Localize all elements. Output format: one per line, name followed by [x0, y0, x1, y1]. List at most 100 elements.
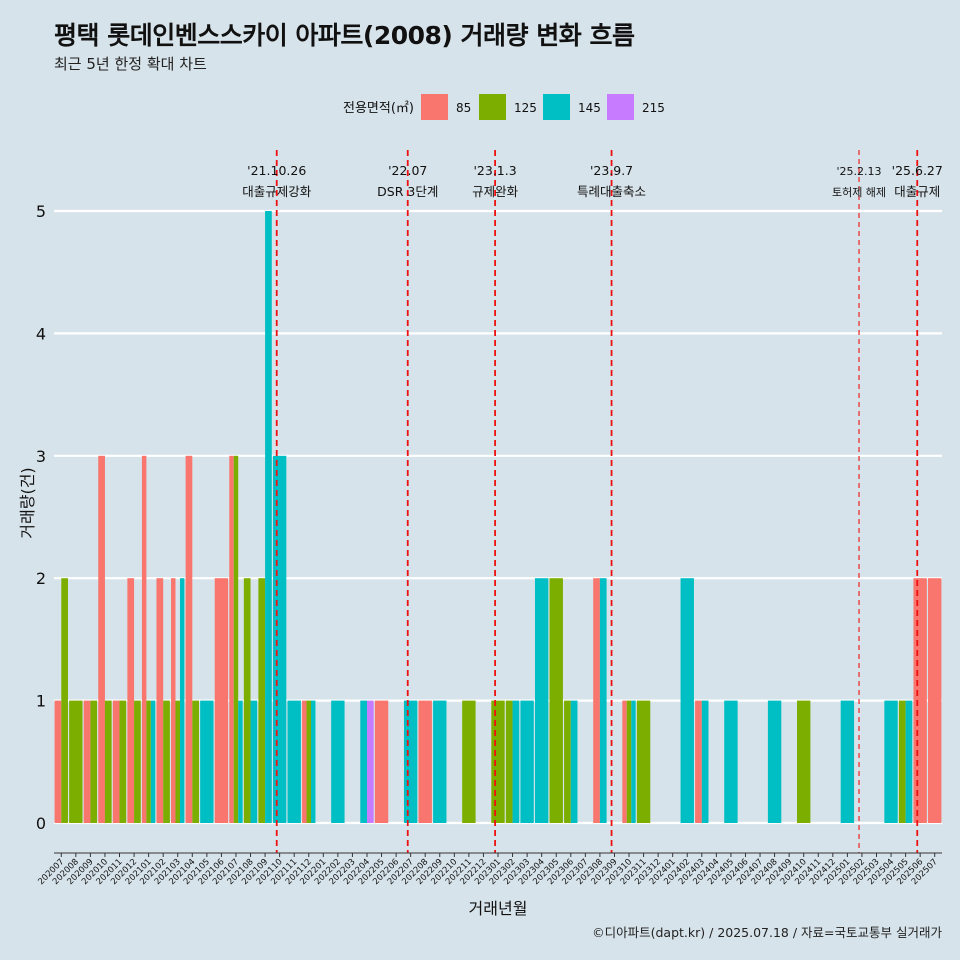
bar-145-202204 [360, 700, 367, 823]
bar-125-202310 [626, 700, 632, 823]
bar-125-202107 [233, 455, 239, 823]
chart-subtitle: 최근 5년 한정 확대 차트 [54, 55, 207, 73]
bar-125-202305 [549, 578, 563, 823]
bar-145-202111 [287, 700, 301, 823]
x-axis-title: 거래년월 [469, 899, 528, 918]
bar-215-202204 [366, 700, 374, 823]
event-text-label: 토허제 해제 [832, 185, 886, 199]
bar-85-202101 [141, 455, 147, 823]
bar-125-202301 [491, 700, 505, 823]
bar-125-202007 [61, 578, 68, 823]
bar-125-202306 [564, 700, 571, 823]
y-axis-title: 거래량(건) [18, 467, 37, 538]
bar-145-202108 [250, 700, 258, 823]
event-date-label: '25.2.13 [837, 165, 882, 178]
bar-85-202102 [156, 578, 164, 823]
legend-label-145: 145 [578, 101, 601, 115]
bar-85-202310 [622, 700, 627, 823]
legend-swatch-145 [543, 94, 570, 120]
bar-145-202207 [403, 700, 418, 823]
bar-145-202405 [724, 700, 738, 823]
bar-125-202102 [163, 700, 170, 823]
source-caption: ©디아파트(dapt.kr) / 2025.07.18 / 자료=국토교통부 실… [592, 925, 942, 940]
bar-85-202506 [913, 578, 927, 823]
y-tick-label: 3 [36, 447, 46, 466]
bar-125-202211 [462, 700, 476, 823]
bar-85-202106 [214, 578, 229, 823]
bar-125-202104 [192, 700, 199, 823]
event-text-label: DSR 3단계 [377, 184, 438, 199]
bar-125-202410 [797, 700, 811, 823]
bar-145-202304 [534, 578, 549, 823]
legend-label-215: 215 [642, 101, 665, 115]
bar-145-202402 [680, 578, 694, 823]
legend-label-125: 125 [514, 101, 537, 115]
bar-145-202101 [150, 700, 156, 823]
legend-label-85: 85 [456, 101, 471, 115]
bar-125-202112 [306, 700, 311, 823]
bar-125-202505 [898, 700, 906, 823]
y-tick-label: 5 [36, 202, 46, 221]
bar-145-202103 [179, 578, 185, 823]
bar-125-202311 [636, 700, 651, 823]
legend-swatch-125 [479, 94, 506, 120]
y-tick-label: 2 [36, 569, 46, 588]
y-tick-label: 0 [36, 814, 46, 833]
bar-125-202109 [258, 578, 266, 823]
bar-85-202104 [185, 455, 193, 823]
legend: 전용면적(㎡) 85 125 145 215 [343, 94, 665, 120]
bar-85-202507 [928, 578, 942, 823]
bar-125-202012 [134, 700, 141, 823]
bar-145-202107 [238, 700, 243, 823]
bar-145-202504 [884, 700, 898, 823]
bar-85-202107 [229, 455, 234, 823]
bar-85-202103 [171, 578, 176, 823]
bar-125-202011 [119, 700, 127, 823]
bar-85-202011 [112, 700, 120, 823]
bar-125-202108 [243, 578, 251, 823]
bar-145-202501 [840, 700, 855, 823]
bar-145-202306 [570, 700, 578, 823]
y-tick-label: 4 [36, 324, 46, 343]
bar-125-202101 [146, 700, 151, 823]
bar-85-202012 [127, 578, 135, 823]
bar-145-202310 [631, 700, 636, 823]
bar-125-202008 [69, 700, 83, 823]
bar-145-202112 [310, 700, 316, 823]
bar-85-202308 [593, 578, 600, 823]
bars [54, 211, 942, 823]
bar-145-202209 [433, 700, 447, 823]
event-text-label: 특례대출축소 [577, 184, 646, 199]
y-tick-label: 1 [36, 692, 46, 711]
legend-title: 전용면적(㎡) [343, 101, 414, 116]
bar-85-202205 [374, 700, 389, 823]
axes: 2020072020082020092020102020112020122021… [18, 467, 942, 918]
event-date-label: '25.6.27 [892, 163, 943, 178]
bar-125-202009 [90, 700, 98, 823]
bar-125-202103 [175, 700, 180, 823]
bar-85-202009 [83, 700, 91, 823]
legend-swatch-215 [607, 94, 634, 120]
event-text-label: 규제완화 [472, 184, 519, 199]
bar-125-202302 [505, 700, 513, 823]
event-date-label: '22.07 [388, 163, 427, 178]
bar-85-202403 [695, 700, 702, 823]
event-date-label: '23.1.3 [473, 163, 516, 178]
event-text-label: 대출규제강화 [242, 184, 312, 199]
event-date-label: '23.9.7 [590, 163, 633, 178]
event-text-label: 대출규제 [894, 184, 940, 199]
legend-swatch-85 [421, 94, 448, 120]
event-lines: '21.10.26 대출규제강화 '22.07 DSR 3단계 '23.1.3 규제완화 '… [242, 150, 943, 853]
bar-145-202110 [272, 455, 287, 823]
bar-85-202007 [54, 700, 62, 823]
bar-145-202109 [265, 211, 272, 823]
bar-145-202105 [200, 700, 214, 823]
chart-title: 평택 롯데인벤스스카이 아파트(2008) 거래량 변화 흐름 [54, 21, 635, 50]
event-date-label: '21.10.26 [247, 163, 306, 178]
bar-85-202208 [418, 700, 432, 823]
bar-125-202010 [104, 700, 112, 823]
bar-85-202010 [98, 455, 105, 823]
bar-145-202202 [331, 700, 345, 823]
bar-145-202505 [905, 700, 913, 823]
